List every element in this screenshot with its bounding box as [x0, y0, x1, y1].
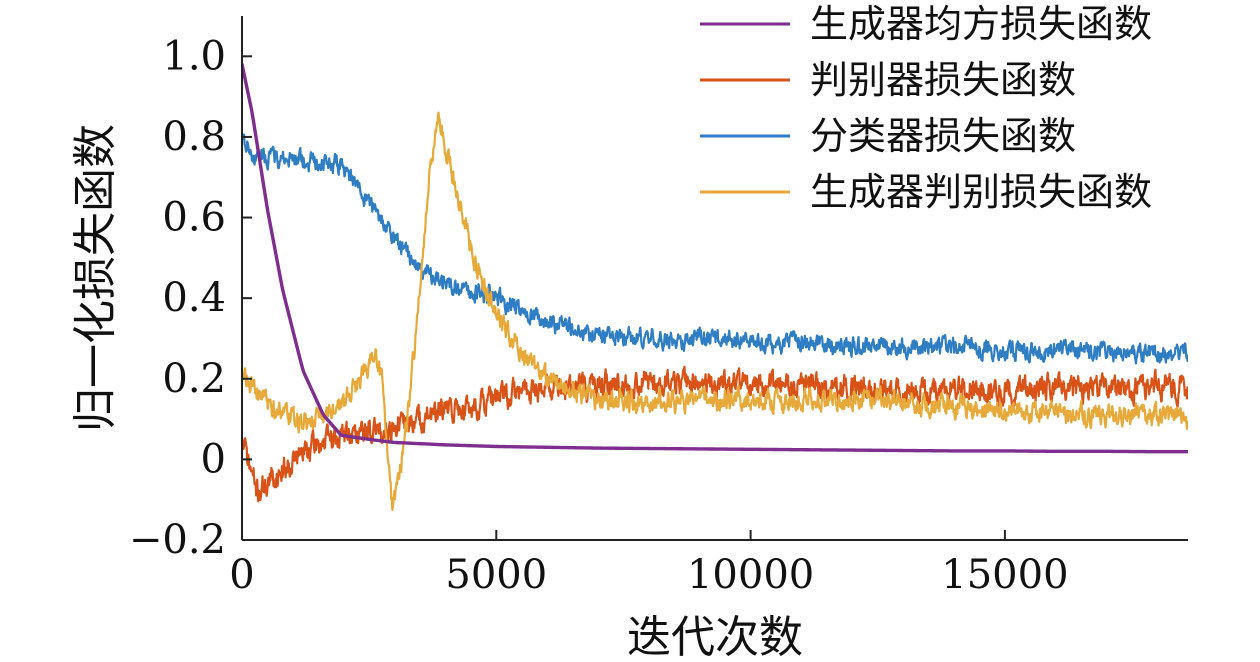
plot-lines [242, 62, 1188, 512]
legend-label-2: 分类器损失函数 [810, 114, 1076, 158]
x-axis-label: 迭代次数 [627, 612, 803, 662]
series-line-生成器均方损失函数 [242, 62, 1188, 454]
legend-label-3: 生成器判别损失函数 [810, 170, 1152, 214]
x-tick-label: 0 [229, 552, 254, 598]
series-line-判别器损失函数 [242, 365, 1188, 503]
y-tick-label: 0.2 [162, 356, 226, 402]
series-line-生成器判别损失函数 [242, 111, 1188, 512]
axes-layer: −0.200.20.40.60.81.00 5000 10000 15000 [129, 16, 1188, 598]
x-tick-label: 5000 [445, 552, 547, 598]
x-tick-label: 10000 [687, 552, 814, 598]
y-tick-label: −0.2 [129, 517, 226, 563]
x-tick-label: 15000 [941, 552, 1068, 598]
y-tick-label: 0 [201, 436, 226, 482]
y-tick-label: 1.0 [162, 33, 226, 79]
y-tick-label: 0.4 [162, 275, 226, 321]
legend-label-1: 判别器损失函数 [810, 58, 1076, 102]
y-axis-label: 归一化损失函数 [70, 124, 121, 432]
legend-label-0: 生成器均方损失函数 [810, 2, 1152, 46]
y-tick-label: 0.6 [162, 195, 226, 241]
y-tick-label: 0.8 [162, 114, 226, 160]
series-line-分类器损失函数 [242, 133, 1188, 365]
